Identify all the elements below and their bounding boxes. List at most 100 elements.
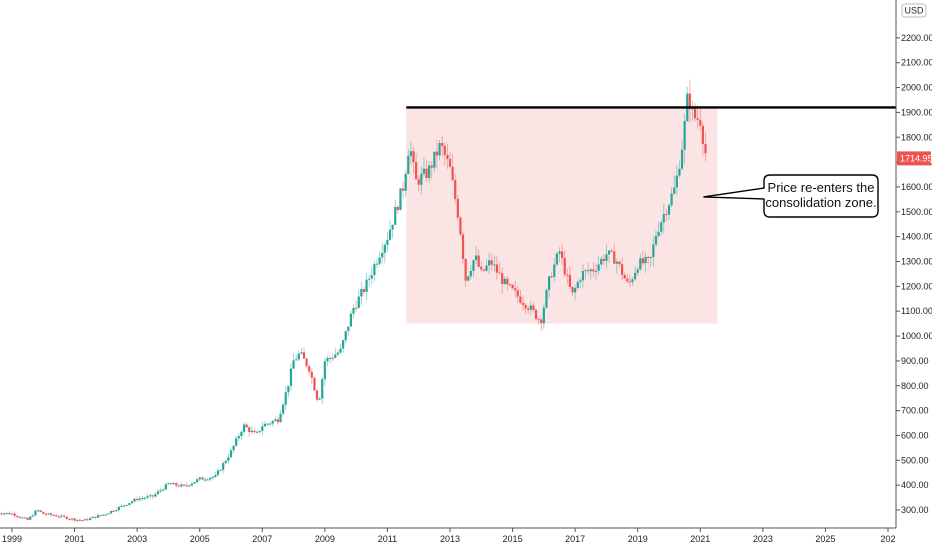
candle-body [344,331,347,341]
candle [665,209,668,221]
candle-body [292,360,295,369]
candle-body [136,498,139,500]
candle-body [177,485,180,487]
candle-body [209,477,212,480]
candle [8,511,11,515]
candle [240,429,243,441]
candle-body [558,251,561,254]
candle-body [362,289,366,292]
candle-body [326,357,329,362]
candle [29,515,32,521]
candle [652,236,655,267]
candle [547,275,551,298]
candle [680,140,684,171]
candle [99,515,102,517]
candle-body [300,352,303,354]
candle-body [448,158,452,167]
candle [313,375,316,392]
candle [21,516,24,519]
candle [529,300,532,315]
candle [524,303,527,315]
candle-body [193,482,196,484]
candle-body [425,168,428,178]
candle [297,350,300,362]
candle-body [31,515,34,517]
candle [454,174,457,204]
candle [196,477,199,484]
candle-body [21,517,24,519]
candle [495,255,499,280]
candle [50,512,53,517]
candle [167,482,170,485]
candle [203,477,207,483]
candle-body [407,155,410,174]
candle-body [328,357,332,359]
candle-body [0,513,3,515]
candle [644,252,647,274]
candle [39,510,42,513]
candle-body [563,257,566,275]
candle-body [214,474,217,477]
candle-body [323,361,326,380]
candle [435,140,439,169]
candle-body [120,505,123,507]
candle-body [649,257,652,259]
candle-body [13,513,16,516]
candle [422,157,426,177]
candle [550,272,553,279]
candle [365,273,368,301]
candle-body [357,296,360,308]
candle [464,257,467,288]
candle [545,288,548,309]
candle-body [151,495,154,497]
candle [566,268,569,285]
y-tick-label: 1100.00 [901,306,932,316]
candle [102,514,105,516]
candles-layer [0,79,707,523]
candle [248,425,251,437]
candle [409,141,412,166]
candle [417,175,420,192]
candle [326,355,329,367]
candle-body [287,386,290,393]
candle-body [10,513,14,515]
candle-body [201,477,204,480]
candle-body [553,264,556,277]
candle-body [566,274,569,276]
candle [693,103,697,122]
candle [660,220,663,236]
currency-badge[interactable]: USD [901,3,927,18]
candle-body [282,404,285,414]
candle-body [652,244,655,258]
candle-body [167,483,170,485]
candle-body [482,269,485,271]
candle [493,255,496,272]
candle [537,316,540,325]
candle [474,245,478,265]
candle [563,250,566,278]
candle [292,353,295,369]
candle-body [495,264,499,273]
candle [386,231,389,252]
candle-body [365,279,368,292]
candle [274,416,277,422]
candle [519,289,522,305]
candle-body [50,513,53,515]
x-tick-label: 2001 [65,534,85,544]
candle [190,482,193,488]
candle [149,493,152,499]
candle-body [76,519,79,521]
candle-body [284,392,287,405]
candle-body [274,419,277,421]
candle-body [415,162,418,180]
candle [699,109,702,131]
candle [310,368,313,384]
candle-body [172,483,175,485]
candle [169,482,173,485]
candle-body [373,264,376,276]
candle [594,263,598,281]
candle-body [203,479,207,481]
candle [574,284,577,301]
